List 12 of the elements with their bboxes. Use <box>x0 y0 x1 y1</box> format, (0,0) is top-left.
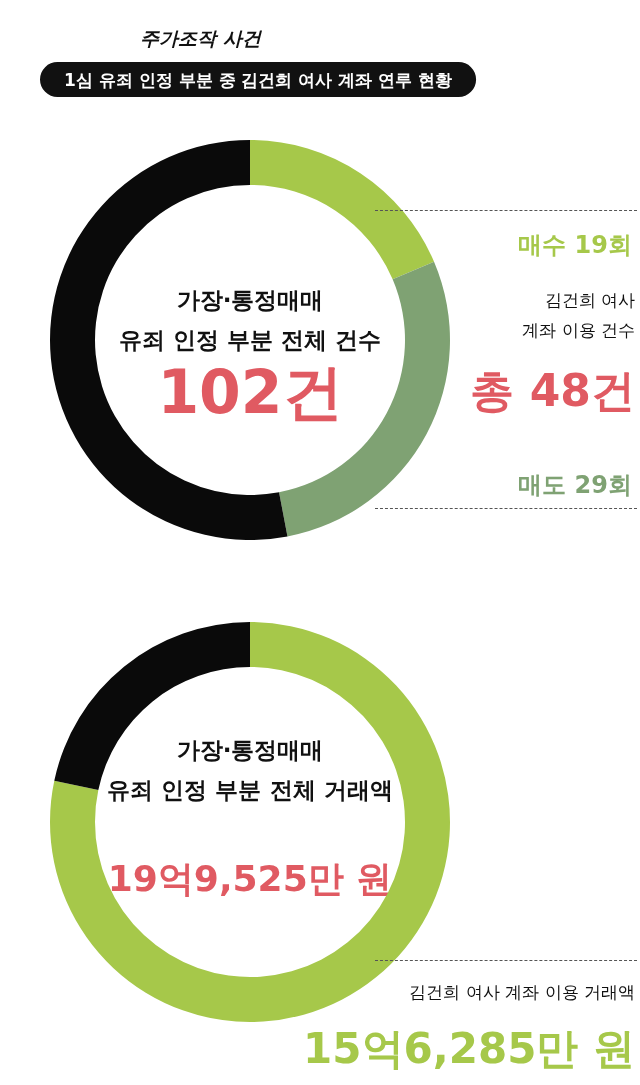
chart-title: 주가조작 사건 <box>140 26 263 49</box>
text: 총 48건 <box>470 364 635 416</box>
text: 김건희 여사 계좌 이용 건수 <box>522 290 635 340</box>
text: 매도 29회 <box>518 471 632 499</box>
chart-subtitle: 1심 유죄 인정 부분 중 김건희 여사 계좌 연루 현황 <box>64 69 453 90</box>
text: 가장·통정매매 유죄 인정 부분 전체 건수 <box>118 287 382 353</box>
text: 102건 <box>157 357 343 427</box>
text: 15억6,285만 원 <box>303 1023 635 1073</box>
text: 19억9,525만 원 <box>107 857 393 899</box>
text: 김건희 여사 계좌 이용 거래액 <box>409 982 635 1002</box>
text: 매수 19회 <box>518 231 632 259</box>
text: 가장·통정매매 유죄 인정 부분 전체 거래액 <box>107 737 393 803</box>
